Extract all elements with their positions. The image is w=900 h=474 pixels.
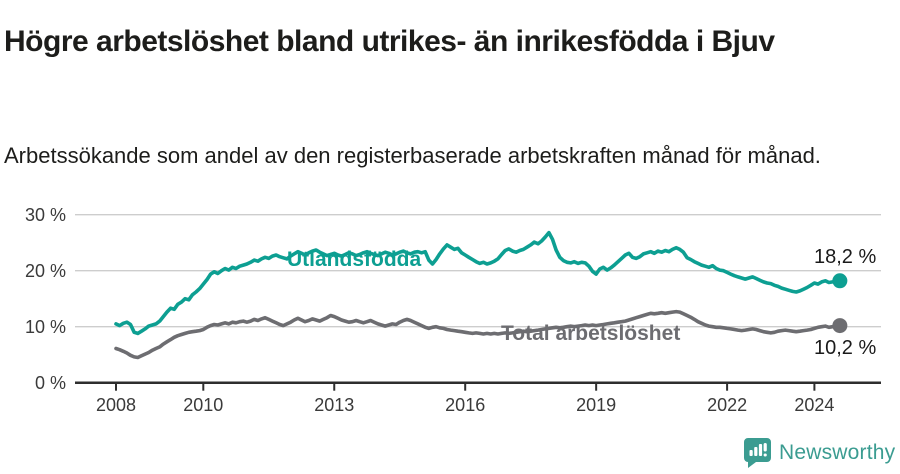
series-end-dot bbox=[832, 273, 848, 289]
end-value-label-total: 10,2 % bbox=[814, 337, 876, 359]
x-axis-tick-label: 2019 bbox=[576, 395, 616, 415]
x-axis-tick-label: 2022 bbox=[707, 395, 747, 415]
series-end-dot bbox=[832, 318, 848, 334]
y-axis-tick-label: 20 % bbox=[25, 261, 66, 281]
newsworthy-logo: Newsworthy bbox=[744, 438, 895, 468]
y-axis-tick-label: 30 % bbox=[25, 205, 66, 225]
data-series-lines bbox=[114, 230, 848, 360]
brand-name: Newsworthy bbox=[779, 441, 896, 464]
y-axis-tick-label: 10 % bbox=[25, 317, 66, 337]
x-axis-tick-label: 2008 bbox=[96, 395, 136, 415]
bar-chart-speech-bubble-icon bbox=[744, 438, 771, 468]
x-axis bbox=[75, 381, 881, 391]
chart-subtitle: Arbetssökande som andel av den registerb… bbox=[4, 143, 821, 168]
y-axis-tick-label: 0 % bbox=[35, 373, 66, 393]
series-line bbox=[114, 309, 842, 360]
y-axis-labels: 30 % 20 % 10 % 0 % bbox=[25, 205, 66, 393]
series-label-utlandsfodda: Utlandsfödda bbox=[287, 248, 421, 271]
series-label-total-arbetsloshet: Total arbetslöshet bbox=[501, 322, 680, 345]
gridlines bbox=[75, 213, 881, 328]
x-axis-tick-label: 2010 bbox=[183, 395, 223, 415]
end-value-label-utlandsfodda: 18,2 % bbox=[814, 246, 876, 268]
x-axis-tick-label: 2016 bbox=[445, 395, 485, 415]
x-axis-tick-label: 2013 bbox=[314, 395, 354, 415]
series-line bbox=[114, 230, 842, 336]
x-axis-labels: 2008 2010 2013 2016 2019 2022 2024 bbox=[96, 395, 834, 415]
x-axis-tick-label: 2024 bbox=[794, 395, 834, 415]
page-title: Högre arbetslöshet bland utrikes- än inr… bbox=[4, 25, 775, 59]
